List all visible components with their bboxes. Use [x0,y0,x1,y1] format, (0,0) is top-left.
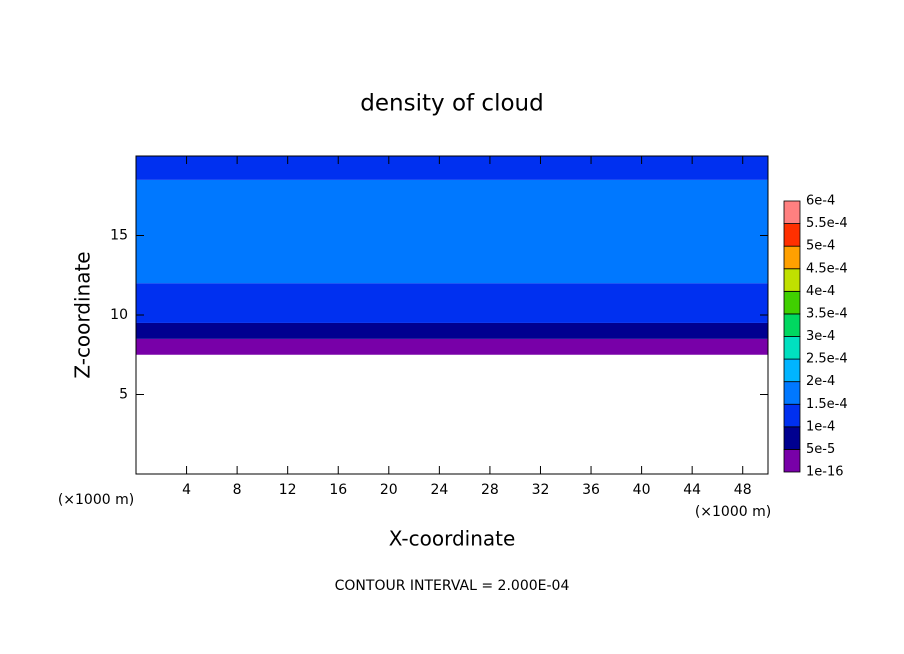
colorbar-label: 3.5e-4 [806,306,848,321]
x-tick-label: 12 [279,482,297,498]
colorbar-swatch [783,290,801,315]
colorbar-label: 5e-4 [806,239,835,254]
contour-band [136,338,768,355]
x-tick-label: 24 [430,482,448,498]
x-tick-label: 40 [633,482,651,498]
contour-band [136,322,768,339]
contour-note: CONTOUR INTERVAL = 2.000E-04 [335,578,570,594]
colorbar-label: 1e-4 [806,419,835,434]
x-tick-label: 20 [380,482,398,498]
colorbar-swatch [783,200,801,224]
contour-band [136,156,768,180]
contour-band [136,283,768,323]
colorbar-label: 6e-4 [806,194,835,209]
y-unit-label: (×1000 m) [58,492,134,508]
colorbar-label: 4.5e-4 [806,261,848,276]
colorbar-label: 1.5e-4 [806,397,848,412]
x-tick-label: 32 [532,482,550,498]
x-unit-label: (×1000 m) [695,504,771,520]
colorbar-swatch [783,358,801,383]
colorbar-label: 5e-5 [806,442,835,457]
y-tick-label: 10 [110,307,128,323]
colorbar-label: 2e-4 [806,374,835,389]
x-tick-label: 48 [734,482,752,498]
colorbar-label: 2.5e-4 [806,352,848,367]
colorbar-swatch [783,313,801,337]
x-tick-label: 36 [582,482,600,498]
x-tick-label: 28 [481,482,499,498]
colorbar-swatch [783,268,801,292]
x-tick-label: 44 [683,482,701,498]
x-tick-label: 16 [329,482,347,498]
colorbar-swatch [783,403,801,428]
x-tick-label: 4 [182,482,191,498]
colorbar-swatch [783,336,801,360]
colorbar-swatch [783,449,801,473]
colorbar-swatch [783,426,801,450]
chart-title: density of cloud [360,91,543,117]
x-axis-label: X-coordinate [389,527,516,551]
colorbar-swatch [783,381,801,405]
colorbar-label: 5.5e-4 [806,216,848,231]
colorbar-label: 1e-16 [806,465,844,480]
colorbar-label: 4e-4 [806,284,835,299]
y-axis-label: Z-coordinate [71,251,95,378]
colorbar-swatch [783,223,801,247]
x-tick-label: 8 [233,482,242,498]
contour-band [136,179,768,284]
y-tick-label: 15 [110,228,128,244]
colorbar-label: 3e-4 [806,329,835,344]
y-tick-label: 5 [119,387,128,403]
colorbar-swatch [783,245,801,270]
